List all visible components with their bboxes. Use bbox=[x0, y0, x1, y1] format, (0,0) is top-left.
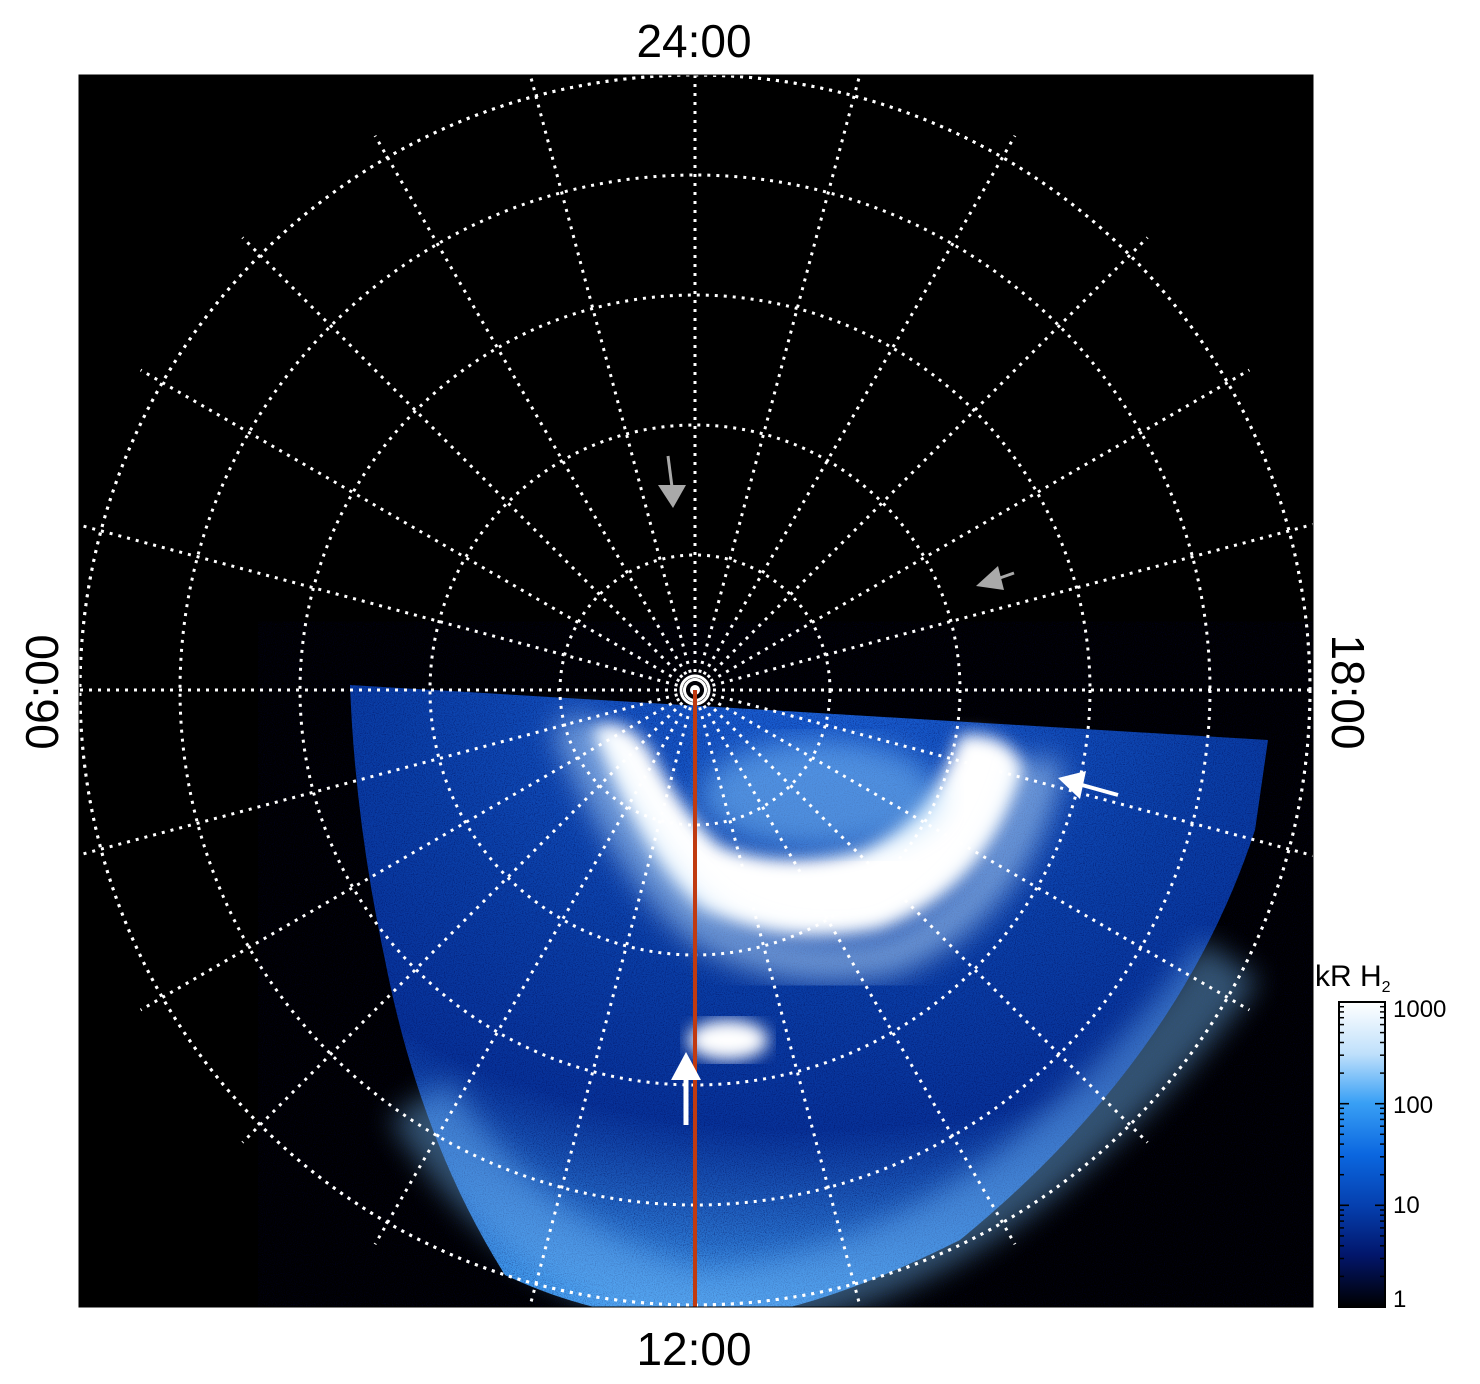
meridian-line bbox=[79, 688, 696, 857]
colorbar-tick-label-1000: 1000 bbox=[1393, 996, 1446, 1023]
colorbar-unit-subscript: 2 bbox=[1382, 979, 1391, 996]
bright-spot bbox=[688, 1020, 768, 1060]
meridian-line bbox=[79, 523, 696, 692]
polar-plot bbox=[79, 75, 1313, 1307]
meridian-line bbox=[241, 688, 697, 1144]
colorbar: kR H2 1000 100 10 1 bbox=[1315, 960, 1446, 1313]
arrow-white-up bbox=[671, 1052, 701, 1125]
meridian-line bbox=[694, 688, 1313, 858]
latitude-circle bbox=[298, 293, 1092, 1087]
meridian-line bbox=[694, 368, 1251, 692]
local-time-label-top: 24:00 bbox=[636, 15, 751, 67]
meridian-line bbox=[693, 75, 862, 691]
arrow-gray-left bbox=[976, 566, 1015, 590]
meridian-line bbox=[373, 134, 697, 691]
colorbar-gradient bbox=[1338, 1001, 1386, 1308]
meridian-line bbox=[528, 689, 697, 1307]
meridian-line bbox=[694, 688, 1251, 1012]
main-auroral-oval bbox=[590, 723, 1025, 937]
plot-frame bbox=[78, 74, 1314, 1308]
meridian-line bbox=[241, 236, 697, 692]
colorbar-tick-label-1: 1 bbox=[1393, 1286, 1406, 1313]
meridian-line bbox=[694, 522, 1313, 692]
oval-halo bbox=[551, 711, 1065, 982]
limb-brightening bbox=[390, 939, 1259, 1307]
colorbar-ticks bbox=[1339, 1001, 1385, 1308]
meridian-line bbox=[693, 689, 1017, 1246]
polar-cap-glow bbox=[700, 740, 940, 850]
colorbar-unit: kR H2 bbox=[1315, 960, 1391, 996]
meridian-line bbox=[693, 134, 1017, 691]
arrow-white-left bbox=[1058, 771, 1119, 799]
local-time-label-right: 18:00 bbox=[1322, 634, 1374, 749]
colorbar-tick-label-100: 100 bbox=[1393, 1092, 1433, 1119]
auroral-emission bbox=[350, 685, 1268, 1307]
meridian-line bbox=[693, 236, 1149, 692]
local-time-label-bottom: 12:00 bbox=[636, 1323, 751, 1375]
arrow-gray-down bbox=[658, 455, 686, 508]
meridian-line bbox=[139, 368, 696, 692]
meridian-line bbox=[528, 75, 697, 691]
local-time-label-left: 06:00 bbox=[16, 634, 68, 749]
meridian-line bbox=[693, 689, 862, 1307]
meridian-line bbox=[139, 688, 696, 1012]
colorbar-tick-label-10: 10 bbox=[1393, 1192, 1420, 1219]
meridian-line bbox=[693, 688, 1149, 1144]
meridian-line bbox=[373, 689, 697, 1246]
